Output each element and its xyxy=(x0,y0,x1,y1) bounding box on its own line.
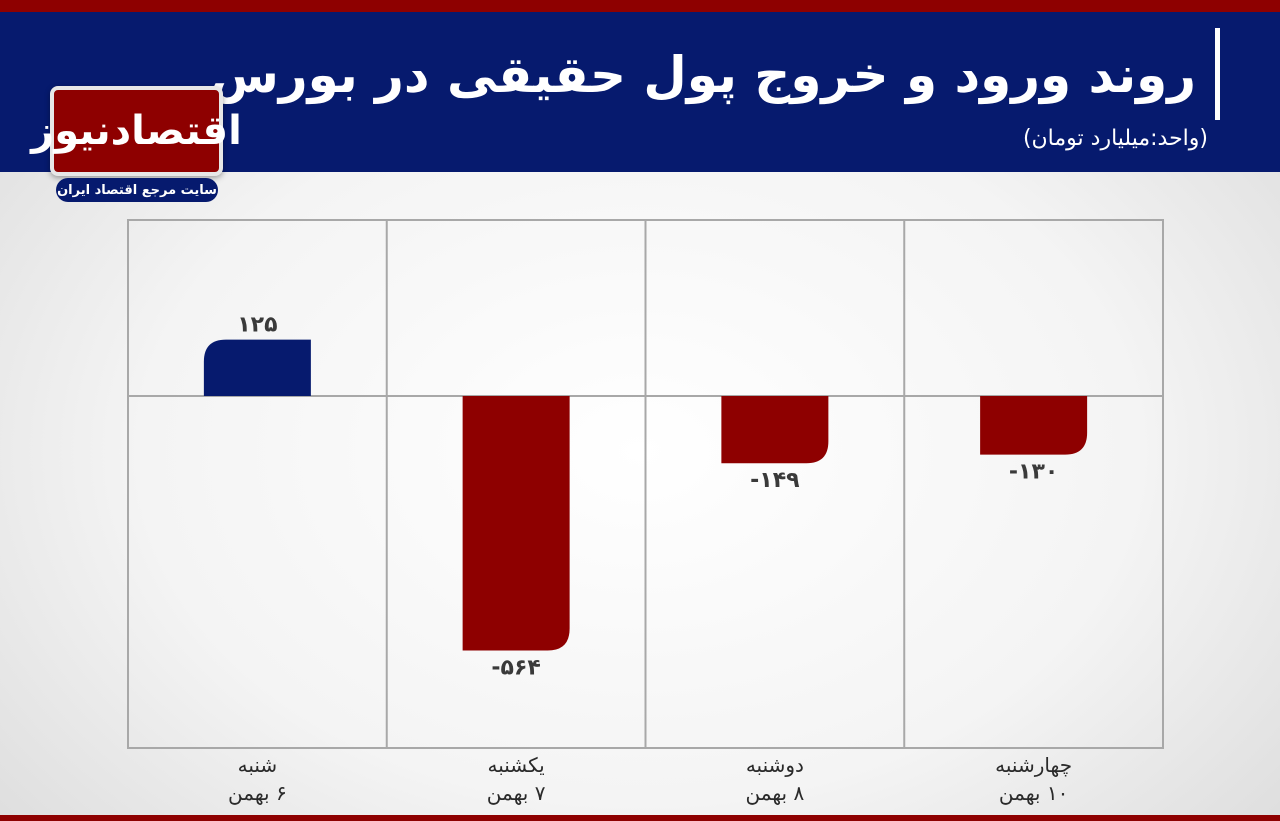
page-title: روند ورود و خروج پول حقیقی در بورس xyxy=(209,46,1196,104)
title-divider xyxy=(1215,28,1220,120)
category-date-3: ۸ بهمن xyxy=(746,781,805,805)
category-day-1: شنبه xyxy=(238,753,278,777)
value-label-4: -۱۳۰ xyxy=(1009,460,1058,485)
unit-label: (واحد:میلیارد تومان) xyxy=(1022,126,1208,151)
category-day-4: چهارشنبه xyxy=(995,753,1072,777)
logo-tagline: سایت مرجع اقتصاد ایران xyxy=(56,178,218,202)
value-labels: ۱۲۵ -۵۶۴ -۱۴۹ -۱۳۰ xyxy=(237,313,1058,681)
category-date-4: ۱۰ بهمن xyxy=(999,781,1068,805)
category-date-2: ۷ بهمن xyxy=(487,781,546,805)
bar-4 xyxy=(980,396,1088,455)
vertical-gridlines xyxy=(385,220,906,748)
top-accent-strip xyxy=(0,0,1280,12)
logo-badge: اقتصادنیوز xyxy=(31,86,242,176)
value-label-3: -۱۴۹ xyxy=(750,468,799,493)
bar-2 xyxy=(462,396,570,651)
value-label-1: ۱۲۵ xyxy=(237,313,277,338)
bar-1 xyxy=(203,339,311,396)
bottom-accent-strip xyxy=(0,815,1280,821)
category-day-2: یکشنبه xyxy=(488,753,545,777)
category-day-3: دوشنبه xyxy=(746,753,804,777)
bars xyxy=(203,339,1088,651)
value-label-2: -۵۶۴ xyxy=(491,656,540,681)
category-labels: شنبه ۶ بهمن یکشنبه ۷ بهمن دوشنبه ۸ بهمن چهارشن… xyxy=(228,753,1072,805)
logo-wordmark: اقتصادنیوز xyxy=(31,108,242,154)
brand-logo: اقتصادنیوز سایت مرجع اقتصاد ایران xyxy=(31,86,242,204)
category-date-1: ۶ بهمن xyxy=(228,781,287,805)
bar-3 xyxy=(721,396,829,464)
